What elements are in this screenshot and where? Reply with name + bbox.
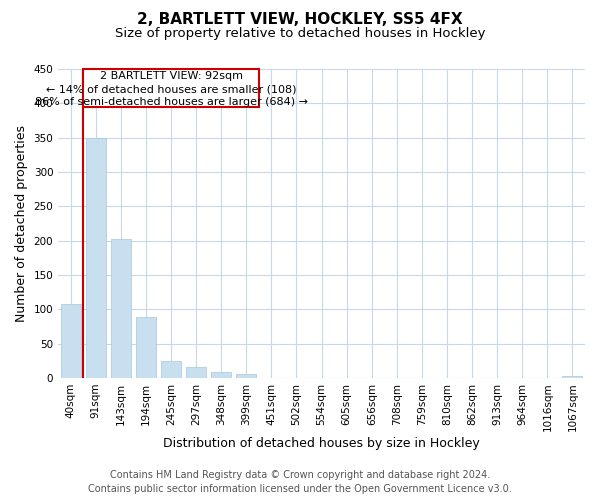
Bar <box>136 317 156 378</box>
Bar <box>111 238 131 378</box>
Y-axis label: Number of detached properties: Number of detached properties <box>15 125 28 322</box>
Text: 2, BARTLETT VIEW, HOCKLEY, SS5 4FX: 2, BARTLETT VIEW, HOCKLEY, SS5 4FX <box>137 12 463 28</box>
Bar <box>86 138 106 378</box>
FancyBboxPatch shape <box>83 69 259 107</box>
Text: 2 BARTLETT VIEW: 92sqm
← 14% of detached houses are smaller (108)
86% of semi-de: 2 BARTLETT VIEW: 92sqm ← 14% of detached… <box>35 71 308 108</box>
Bar <box>161 362 181 378</box>
Bar <box>562 376 583 378</box>
Bar <box>211 372 231 378</box>
Bar <box>61 304 81 378</box>
Bar <box>236 374 256 378</box>
X-axis label: Distribution of detached houses by size in Hockley: Distribution of detached houses by size … <box>163 437 480 450</box>
Text: Contains HM Land Registry data © Crown copyright and database right 2024.
Contai: Contains HM Land Registry data © Crown c… <box>88 470 512 494</box>
Bar <box>186 367 206 378</box>
Text: Size of property relative to detached houses in Hockley: Size of property relative to detached ho… <box>115 28 485 40</box>
